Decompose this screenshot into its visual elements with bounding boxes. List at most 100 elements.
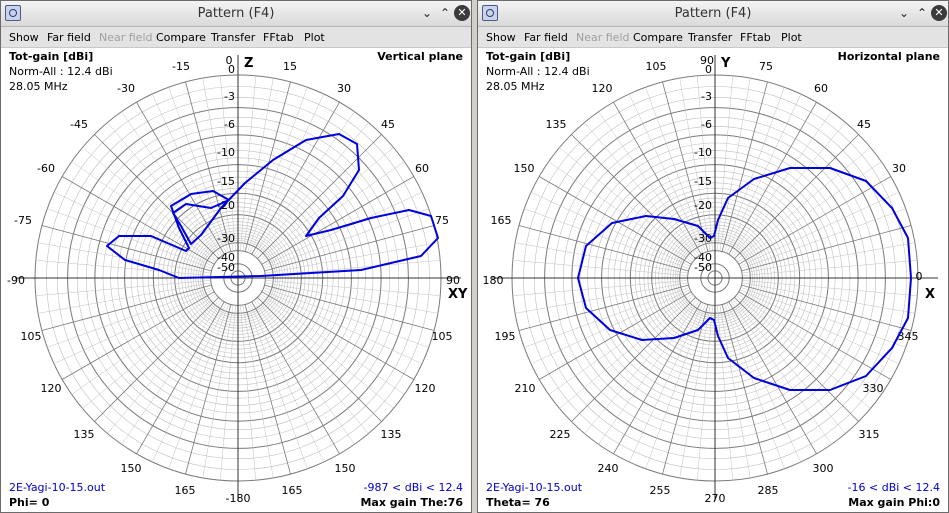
angle-label: 240 — [598, 462, 619, 475]
menu-fftab[interactable]: FFtab — [740, 31, 771, 44]
grid-spoke — [255, 122, 369, 258]
grid-spoke — [662, 81, 709, 252]
minimize-icon[interactable]: ⌄ — [898, 6, 910, 20]
maximize-icon[interactable]: ⌃ — [916, 6, 928, 20]
app-icon[interactable] — [482, 5, 498, 21]
menu-far-field[interactable]: Far field — [524, 31, 568, 44]
grid-spoke — [735, 147, 871, 261]
pattern-trace — [577, 167, 912, 391]
minimize-icon[interactable]: ⌄ — [421, 6, 433, 20]
grid-spoke — [249, 93, 325, 254]
angle-status: Phi= 0 — [9, 496, 50, 509]
angle-label: 165 — [282, 484, 303, 497]
menu-near-field: Near field — [576, 31, 630, 44]
grid-spoke — [524, 208, 690, 269]
angle-label: 0 — [916, 270, 923, 283]
grid-spoke — [35, 260, 211, 276]
grid-spoke — [260, 293, 405, 395]
menu-compare[interactable]: Compare — [156, 31, 206, 44]
grid-spoke — [539, 176, 692, 265]
db-label: 0 — [228, 63, 235, 76]
grid-spoke — [730, 300, 832, 445]
grid-spoke — [717, 305, 733, 481]
grid-spoke — [530, 289, 691, 365]
grid-spoke — [530, 191, 691, 267]
grid-spoke — [202, 304, 234, 478]
menu-near-field: Near field — [99, 31, 153, 44]
grid-spoke — [240, 305, 256, 481]
angle-label: 330 — [863, 382, 884, 395]
grid-spoke — [571, 297, 696, 422]
grid-spoke — [62, 176, 215, 265]
grid-spoke — [721, 304, 768, 475]
angle-label: 120 — [415, 382, 436, 395]
grid-spoke — [539, 291, 692, 380]
grid-spoke — [264, 225, 435, 272]
window-title: Pattern (F4) — [674, 6, 752, 21]
menu-compare[interactable]: Compare — [633, 31, 683, 44]
angle-label: -15 — [172, 60, 190, 73]
menu-show[interactable]: Show — [9, 31, 39, 44]
angle-label: 120 — [41, 382, 62, 395]
title-bar[interactable]: Pattern (F4) ⌄ ⌃ ✕ — [478, 1, 948, 27]
grid-spoke — [168, 303, 229, 469]
plane-label: Horizontal plane — [837, 50, 940, 63]
menu-plot[interactable]: Plot — [304, 31, 325, 44]
grid-spoke — [251, 102, 340, 255]
menu-bar: Show Far field Near field Compare Transf… — [1, 27, 471, 48]
grid-spoke — [220, 75, 236, 251]
horizontal-pattern-window: Pattern (F4) ⌄ ⌃ ✕ Show Far field Near f… — [477, 0, 949, 513]
menu-plot[interactable]: Plot — [781, 31, 802, 44]
grid-spoke — [202, 78, 234, 252]
close-icon[interactable]: ✕ — [454, 5, 470, 21]
grid-spoke — [628, 93, 704, 254]
menu-transfer[interactable]: Transfer — [211, 31, 256, 44]
grid-spoke — [735, 295, 871, 409]
grid-spoke — [47, 208, 213, 269]
grid-spoke — [255, 298, 369, 434]
grid-spoke — [185, 304, 232, 475]
angle-label: -180 — [226, 492, 251, 505]
grid-spoke — [726, 93, 802, 254]
angle-label: 105 — [21, 330, 42, 343]
grid-spoke — [739, 289, 900, 365]
db-label: -15 — [217, 175, 235, 188]
grid-spoke — [242, 78, 274, 252]
grid-spoke — [737, 293, 882, 395]
close-icon[interactable]: ✕ — [931, 5, 947, 21]
grid-spoke — [721, 81, 768, 252]
angle-label: 255 — [650, 484, 671, 497]
axis-right-label: X — [925, 287, 935, 302]
norm-label: Norm-All : 12.4 dBi — [9, 65, 113, 78]
frequency-label: 28.05 MHz — [9, 80, 68, 93]
grid-spoke — [41, 284, 212, 331]
app-icon[interactable] — [5, 5, 21, 21]
grid-spoke — [697, 305, 713, 481]
angle-status: Theta= 76 — [486, 496, 550, 509]
grid-spoke — [71, 161, 216, 263]
angle-label: 315 — [859, 428, 880, 441]
grid-spoke — [719, 304, 751, 478]
grid-spoke — [264, 282, 438, 314]
axis-top-label: Z — [244, 56, 253, 71]
grid-spoke — [265, 280, 441, 296]
grid-spoke — [518, 225, 689, 272]
menu-transfer[interactable]: Transfer — [688, 31, 733, 44]
grid-spoke — [249, 302, 325, 463]
grid-spoke — [53, 191, 214, 267]
title-bar[interactable]: Pattern (F4) ⌄ ⌃ ✕ — [1, 1, 471, 27]
grid-spoke — [559, 295, 695, 409]
grid-spoke — [740, 287, 906, 348]
menu-show[interactable]: Show — [486, 31, 516, 44]
menu-far-field[interactable]: Far field — [47, 31, 91, 44]
grid-spoke — [512, 260, 688, 276]
angle-label: 60 — [415, 162, 429, 175]
angle-label: -60 — [37, 162, 55, 175]
grid-spoke — [257, 297, 382, 422]
grid-spoke — [732, 122, 846, 258]
menu-fftab[interactable]: FFtab — [263, 31, 294, 44]
grid-spoke — [613, 102, 702, 255]
angle-label: 150 — [335, 462, 356, 475]
grid-spoke — [728, 301, 817, 454]
maximize-icon[interactable]: ⌃ — [439, 6, 451, 20]
